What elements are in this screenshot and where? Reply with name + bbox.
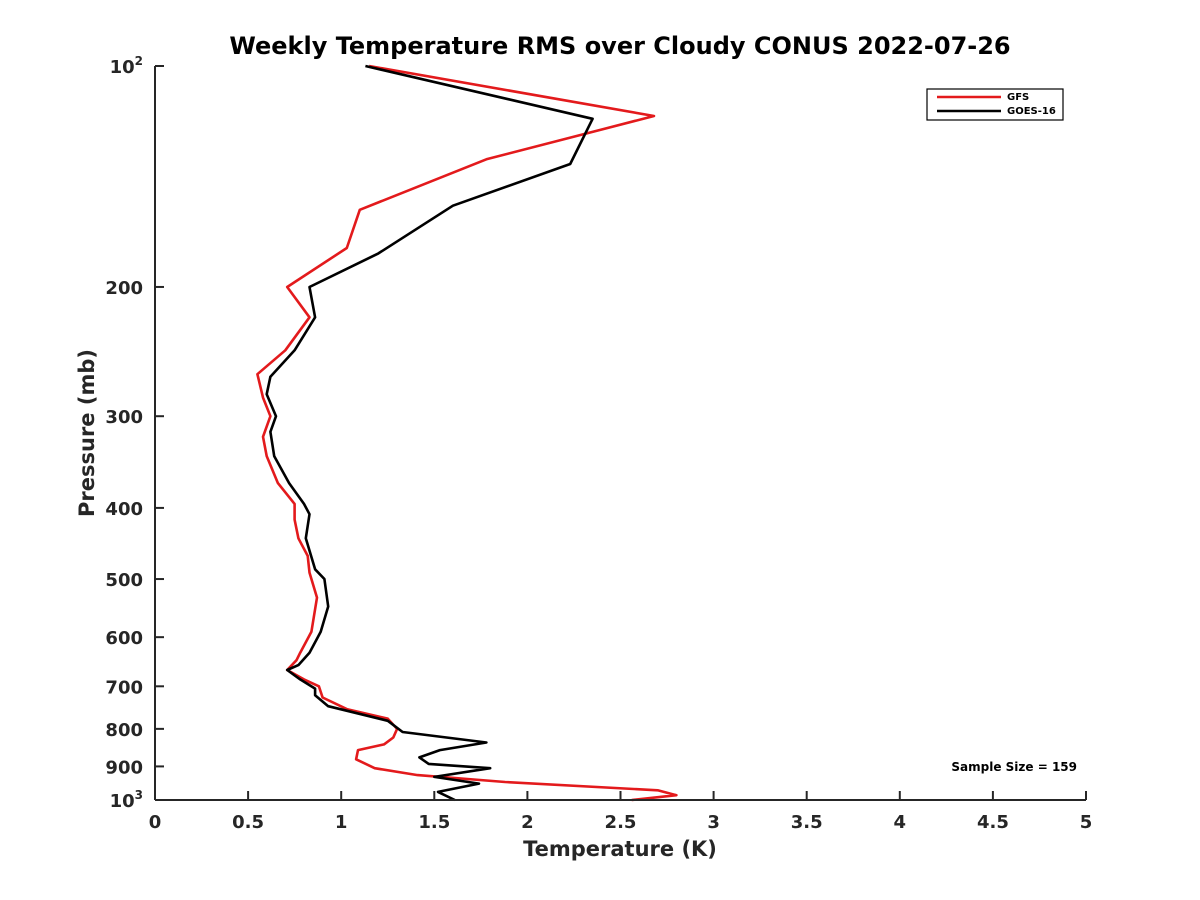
y-tick-label: 600	[105, 628, 143, 649]
x-tick-label: 1.5	[418, 812, 450, 833]
x-tick-label: 1	[335, 812, 348, 833]
y-axis-ticks: 102 200 300 400 500 600 700 800 900 103	[105, 54, 164, 812]
x-tick-label: 5	[1080, 812, 1093, 833]
y-tick-label: 500	[105, 570, 143, 591]
x-tick-label: 4	[894, 812, 907, 833]
y-tick-label: 800	[105, 720, 143, 741]
sample-size-annotation: Sample Size = 159	[951, 760, 1077, 774]
x-tick-label: 2.5	[605, 812, 637, 833]
y-axis-label: Pressure (mb)	[75, 349, 99, 517]
series-line-goes16	[265, 64, 594, 802]
x-tick-label: 2	[521, 812, 534, 833]
x-axis-ticks: 0 0.5 1 1.5 2 2.5 3 3.5 4 4.5 5	[149, 791, 1093, 833]
x-tick-label: 0.5	[232, 812, 264, 833]
x-tick-label: 4.5	[977, 812, 1009, 833]
legend-label-gfs: GFS	[1007, 92, 1029, 103]
x-tick-label: 0	[149, 812, 162, 833]
x-axis-label: Temperature (K)	[523, 837, 717, 861]
series-line-gfs	[256, 64, 678, 802]
legend-label-goes16: GOES-16	[1007, 106, 1056, 117]
legend: GFS GOES-16	[926, 88, 1064, 121]
plot-area	[256, 64, 678, 802]
legend-box	[926, 88, 1064, 121]
x-tick-label: 3	[707, 812, 720, 833]
y-tick-label: 300	[105, 407, 143, 428]
y-tick-label: 900	[105, 757, 143, 778]
x-tick-label: 3.5	[791, 812, 823, 833]
y-tick-label: 200	[105, 278, 143, 299]
y-tick-label: 103	[110, 788, 143, 812]
y-tick-label: 700	[105, 677, 143, 698]
y-tick-label: 400	[105, 499, 143, 520]
chart-title: Weekly Temperature RMS over Cloudy CONUS…	[229, 32, 1010, 60]
y-tick-label: 102	[110, 54, 143, 78]
